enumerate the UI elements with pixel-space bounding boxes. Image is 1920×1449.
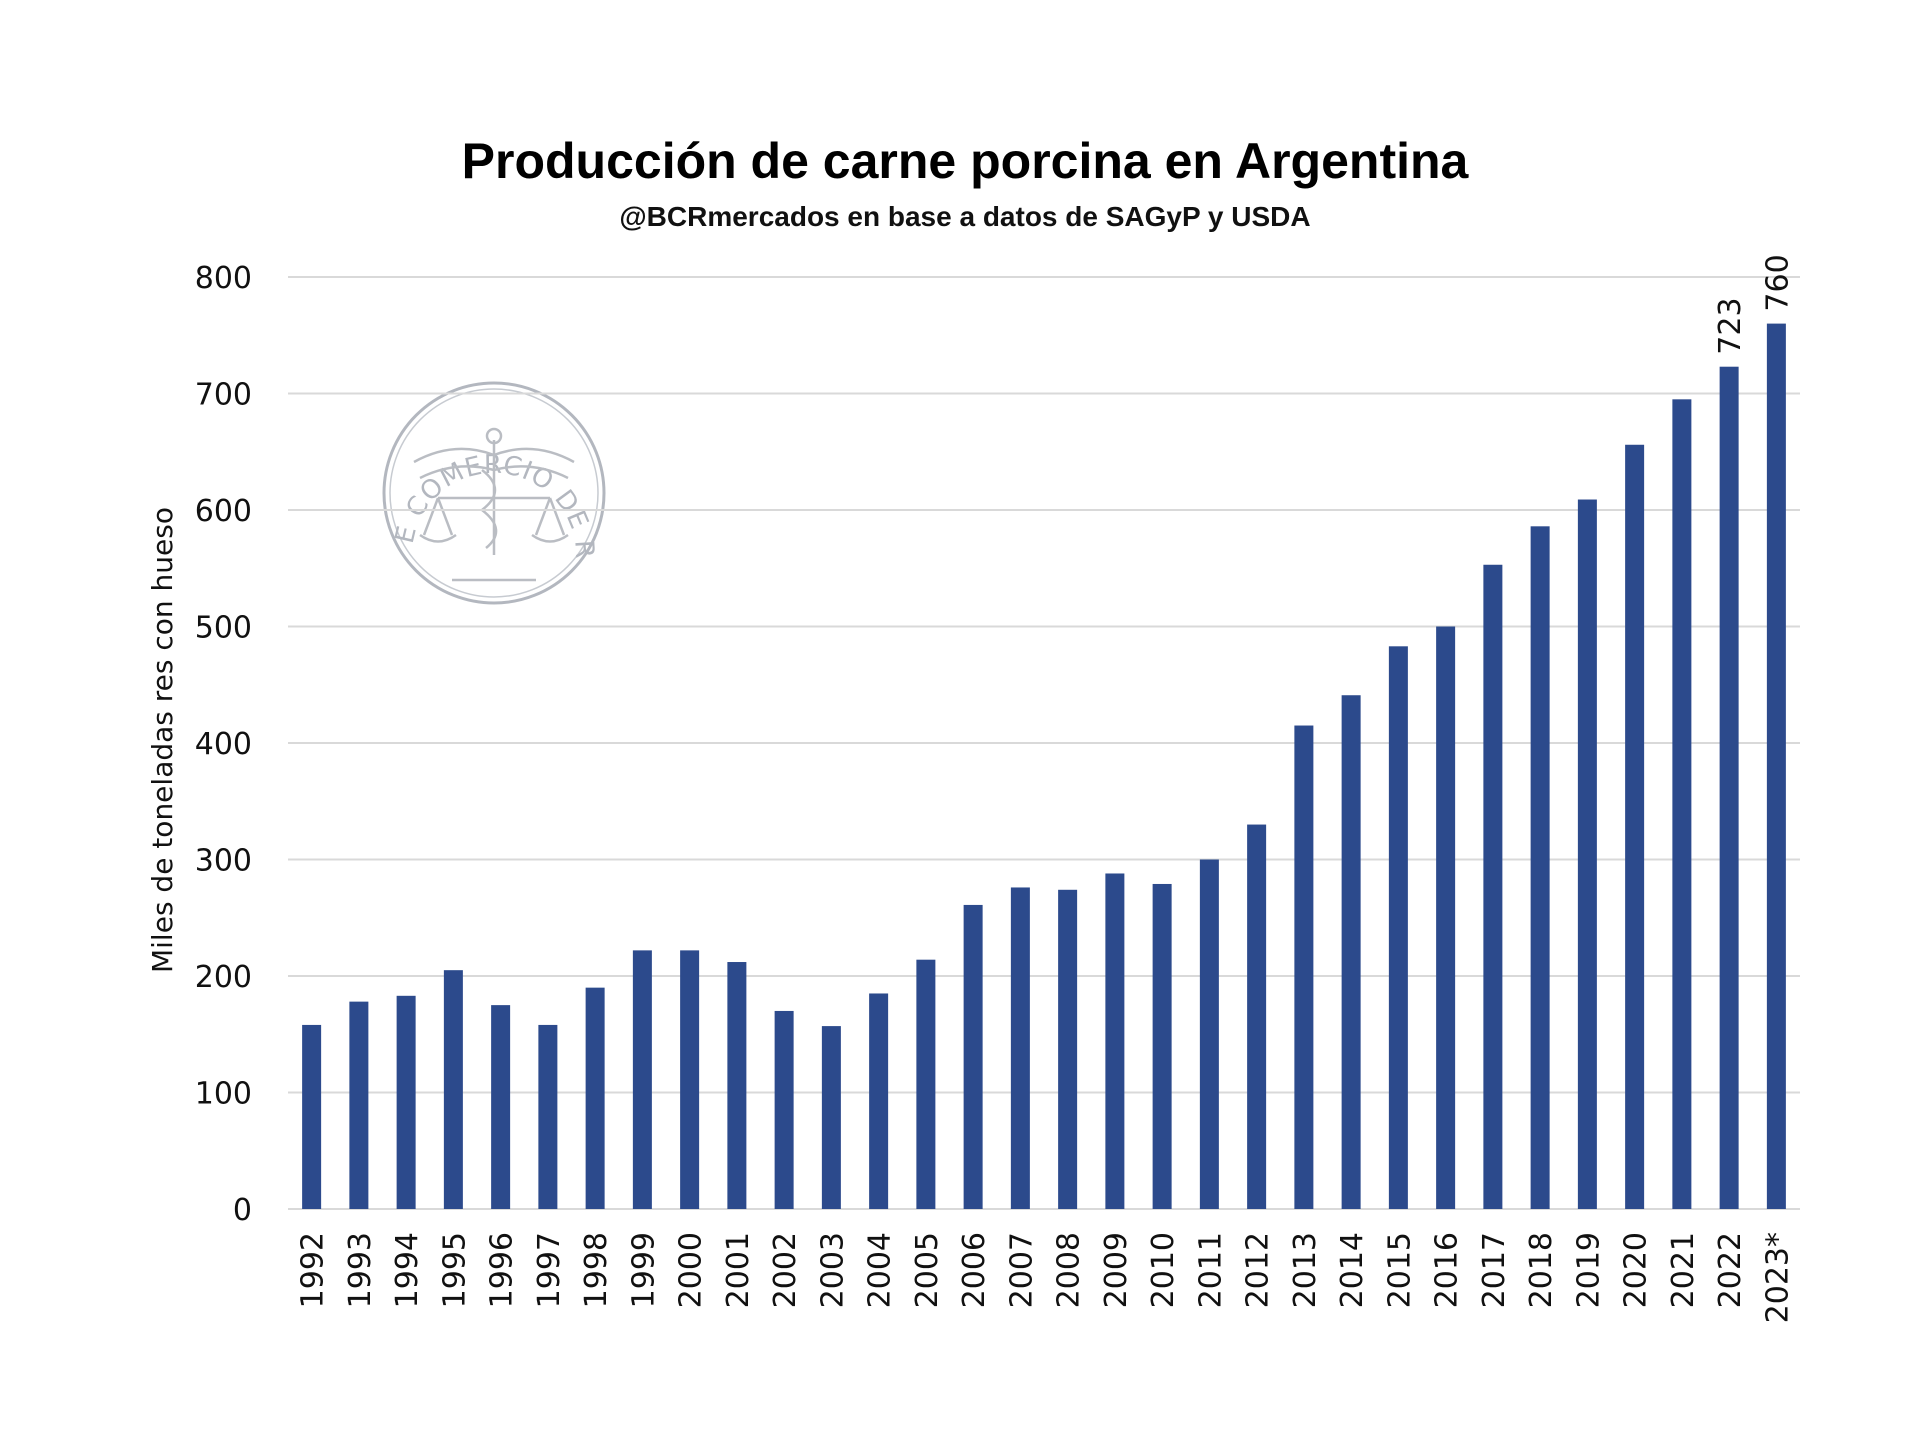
x-tick-label: 2002 bbox=[768, 1232, 803, 1308]
y-tick-label: 800 bbox=[195, 261, 252, 296]
bar-2002 bbox=[774, 1010, 794, 1209]
bolsa-comercio-rosario-seal: BOLSA DE COMERCIO DE ROSARIO bbox=[0, 0, 606, 605]
bar-2007 bbox=[1010, 887, 1030, 1209]
bar-2001 bbox=[727, 962, 747, 1209]
gridlines bbox=[288, 276, 1800, 1210]
bar-2021 bbox=[1672, 399, 1692, 1209]
chart-title: Producción de carne porcina en Argentina bbox=[462, 133, 1470, 189]
bar-2019 bbox=[1577, 499, 1597, 1209]
bar-2004 bbox=[869, 993, 889, 1209]
bar-1997 bbox=[538, 1024, 558, 1209]
data-label-2023*: 760 bbox=[1760, 254, 1795, 311]
x-tick-label: 2015 bbox=[1382, 1232, 1417, 1308]
x-tick-label: 2018 bbox=[1524, 1232, 1559, 1308]
x-tick-label: 1998 bbox=[579, 1232, 614, 1308]
bar-2011 bbox=[1199, 859, 1219, 1209]
x-tick-label: 2001 bbox=[721, 1232, 756, 1308]
x-tick-label: 2006 bbox=[957, 1232, 992, 1308]
bar-1995 bbox=[443, 970, 463, 1209]
bar-1998 bbox=[585, 987, 605, 1209]
bar-2023* bbox=[1766, 323, 1786, 1210]
data-label-2022: 723 bbox=[1713, 297, 1748, 354]
y-axis-label: Miles de toneladas res con hueso bbox=[146, 507, 179, 973]
data-labels: 723 760 bbox=[1713, 254, 1795, 354]
y-tick-label: 600 bbox=[195, 494, 252, 529]
bar-series bbox=[302, 323, 1786, 1210]
y-tick-label: 100 bbox=[195, 1077, 252, 1112]
x-tick-label: 1997 bbox=[532, 1232, 567, 1308]
bar-1999 bbox=[632, 950, 652, 1209]
x-tick-label: 2017 bbox=[1477, 1232, 1512, 1308]
bar-2012 bbox=[1247, 824, 1267, 1209]
y-axis: 0 100 200 300 400 500 600 700 800 bbox=[195, 261, 252, 1228]
chart-subtitle: @BCRmercados en base a datos de SAGyP y … bbox=[619, 201, 1310, 232]
bar-2008 bbox=[1058, 889, 1078, 1209]
x-tick-label: 2022 bbox=[1713, 1232, 1748, 1308]
bar-1996 bbox=[491, 1005, 511, 1209]
x-tick-label: 2000 bbox=[674, 1232, 709, 1308]
x-tick-label: 2011 bbox=[1193, 1232, 1228, 1308]
x-tick-label: 2013 bbox=[1288, 1232, 1323, 1308]
x-tick-label: 2008 bbox=[1052, 1232, 1087, 1308]
x-tick-label: 2020 bbox=[1619, 1232, 1654, 1308]
x-tick-label: 2005 bbox=[910, 1232, 945, 1308]
x-tick-label: 2009 bbox=[1099, 1232, 1134, 1308]
x-tick-label: 1993 bbox=[343, 1232, 378, 1308]
x-tick-label: 1996 bbox=[485, 1232, 520, 1308]
x-tick-label: 2007 bbox=[1004, 1232, 1039, 1308]
bar-2022 bbox=[1719, 366, 1739, 1210]
x-tick-label: 2003 bbox=[815, 1232, 850, 1308]
x-tick-label: 2012 bbox=[1241, 1232, 1276, 1308]
x-tick-label: 2023* bbox=[1760, 1232, 1795, 1323]
bar-2020 bbox=[1625, 444, 1645, 1209]
y-tick-label: 0 bbox=[233, 1193, 252, 1228]
x-tick-label: 1992 bbox=[296, 1232, 331, 1308]
x-tick-label: 1999 bbox=[626, 1232, 661, 1308]
x-tick-label: 1994 bbox=[390, 1232, 425, 1308]
bar-2017 bbox=[1483, 564, 1503, 1209]
bar-2009 bbox=[1105, 873, 1125, 1209]
x-tick-label: 2010 bbox=[1146, 1232, 1181, 1308]
x-tick-label: 2021 bbox=[1666, 1232, 1701, 1308]
bar-2013 bbox=[1294, 725, 1314, 1209]
x-axis: 1992 1993 1994 1995 1996 1997 1998 1999 2000 2001… bbox=[296, 1232, 1796, 1323]
y-tick-label: 200 bbox=[195, 960, 252, 995]
bar-1992 bbox=[302, 1024, 322, 1209]
bar-2003 bbox=[821, 1026, 841, 1209]
y-tick-label: 500 bbox=[195, 611, 252, 646]
x-tick-label: 2016 bbox=[1430, 1232, 1465, 1308]
x-tick-label: 2019 bbox=[1571, 1232, 1606, 1308]
bar-2010 bbox=[1152, 883, 1172, 1209]
bar-2006 bbox=[963, 904, 983, 1209]
bar-2014 bbox=[1341, 695, 1361, 1209]
svg-text:BOLSA DE COMERCIO DE ROSARIO: BOLSA DE COMERCIO DE ROSARIO bbox=[0, 0, 599, 560]
bar-2005 bbox=[916, 959, 936, 1209]
x-tick-label: 1995 bbox=[437, 1232, 472, 1308]
x-tick-label: 2004 bbox=[863, 1232, 898, 1308]
bar-1993 bbox=[349, 1001, 369, 1209]
bar-2015 bbox=[1388, 646, 1408, 1209]
bar-2000 bbox=[680, 950, 700, 1209]
bar-1994 bbox=[396, 995, 416, 1209]
y-tick-label: 700 bbox=[195, 378, 252, 413]
x-tick-label: 2014 bbox=[1335, 1232, 1370, 1308]
bar-2018 bbox=[1530, 526, 1550, 1209]
y-tick-label: 300 bbox=[195, 844, 252, 879]
y-tick-label: 400 bbox=[195, 727, 252, 762]
bar-2016 bbox=[1436, 626, 1456, 1209]
